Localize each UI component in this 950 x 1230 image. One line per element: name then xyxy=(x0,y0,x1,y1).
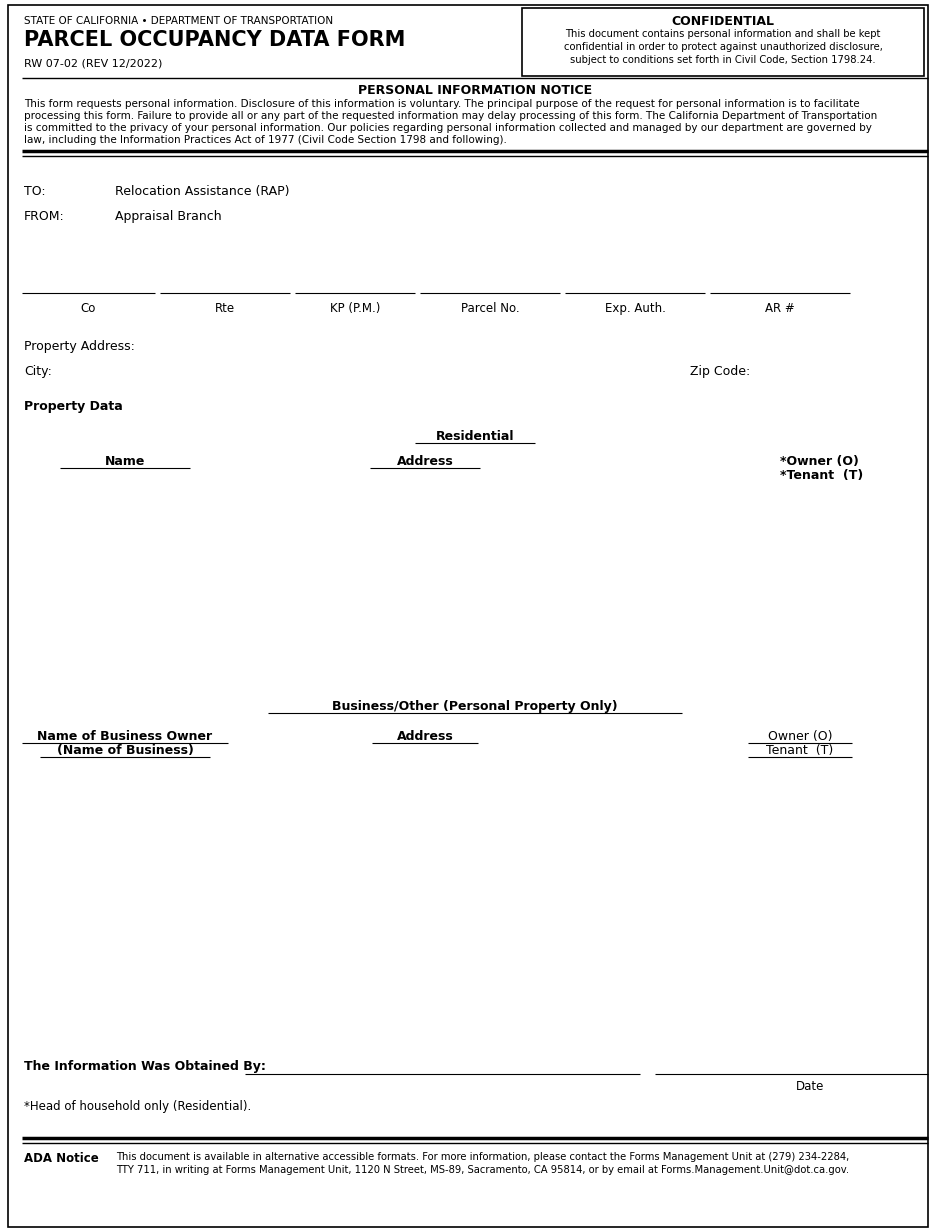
Text: Date: Date xyxy=(796,1080,825,1093)
Text: Zip Code:: Zip Code: xyxy=(690,365,750,378)
Text: confidential in order to protect against unauthorized disclosure,: confidential in order to protect against… xyxy=(563,42,883,52)
Text: The Information Was Obtained By:: The Information Was Obtained By: xyxy=(24,1060,266,1073)
Text: PARCEL OCCUPANCY DATA FORM: PARCEL OCCUPANCY DATA FORM xyxy=(24,30,406,50)
Text: This form requests personal information. Disclosure of this information is volun: This form requests personal information.… xyxy=(24,98,860,109)
Text: TTY 711, in writing at Forms Management Unit, 1120 N Street, MS-89, Sacramento, : TTY 711, in writing at Forms Management … xyxy=(116,1165,849,1175)
Text: subject to conditions set forth in Civil Code, Section 1798.24.: subject to conditions set forth in Civil… xyxy=(570,55,876,65)
Text: Owner (O): Owner (O) xyxy=(768,729,832,743)
Text: Address: Address xyxy=(397,729,453,743)
Text: Property Data: Property Data xyxy=(24,400,123,413)
Text: Name: Name xyxy=(104,455,145,467)
Text: is committed to the privacy of your personal information. Our policies regarding: is committed to the privacy of your pers… xyxy=(24,123,872,133)
Text: (Name of Business): (Name of Business) xyxy=(57,744,194,756)
Text: This document is available in alternative accessible formats. For more informati: This document is available in alternativ… xyxy=(116,1153,849,1162)
Text: processing this form. Failure to provide all or any part of the requested inform: processing this form. Failure to provide… xyxy=(24,111,877,121)
Text: AR #: AR # xyxy=(765,303,795,315)
Text: Property Address:: Property Address: xyxy=(24,339,135,353)
Text: Co: Co xyxy=(81,303,96,315)
Text: Relocation Assistance (RAP): Relocation Assistance (RAP) xyxy=(115,184,290,198)
Text: TO:: TO: xyxy=(24,184,46,198)
Text: Appraisal Branch: Appraisal Branch xyxy=(115,210,221,223)
Text: Residential: Residential xyxy=(436,430,514,443)
Text: Address: Address xyxy=(397,455,453,467)
Text: CONFIDENTIAL: CONFIDENTIAL xyxy=(672,15,774,28)
Text: *Head of household only (Residential).: *Head of household only (Residential). xyxy=(24,1100,251,1113)
Text: *Owner (O): *Owner (O) xyxy=(780,455,859,467)
Bar xyxy=(522,9,924,76)
Text: KP (P.M.): KP (P.M.) xyxy=(330,303,380,315)
Text: City:: City: xyxy=(24,365,52,378)
Text: Parcel No.: Parcel No. xyxy=(461,303,520,315)
Text: Business/Other (Personal Property Only): Business/Other (Personal Property Only) xyxy=(332,700,618,713)
Text: STATE OF CALIFORNIA • DEPARTMENT OF TRANSPORTATION: STATE OF CALIFORNIA • DEPARTMENT OF TRAN… xyxy=(24,16,333,26)
Text: law, including the Information Practices Act of 1977 (Civil Code Section 1798 an: law, including the Information Practices… xyxy=(24,135,507,145)
Text: Name of Business Owner: Name of Business Owner xyxy=(37,729,213,743)
Text: PERSONAL INFORMATION NOTICE: PERSONAL INFORMATION NOTICE xyxy=(358,84,592,97)
Text: Tenant  (T): Tenant (T) xyxy=(767,744,834,756)
Text: *Tenant  (T): *Tenant (T) xyxy=(780,469,864,482)
Text: ADA Notice: ADA Notice xyxy=(24,1153,99,1165)
Text: RW 07-02 (REV 12/2022): RW 07-02 (REV 12/2022) xyxy=(24,58,162,68)
Text: Rte: Rte xyxy=(215,303,235,315)
Text: This document contains personal information and shall be kept: This document contains personal informat… xyxy=(565,30,881,39)
Text: Exp. Auth.: Exp. Auth. xyxy=(604,303,665,315)
Text: FROM:: FROM: xyxy=(24,210,65,223)
